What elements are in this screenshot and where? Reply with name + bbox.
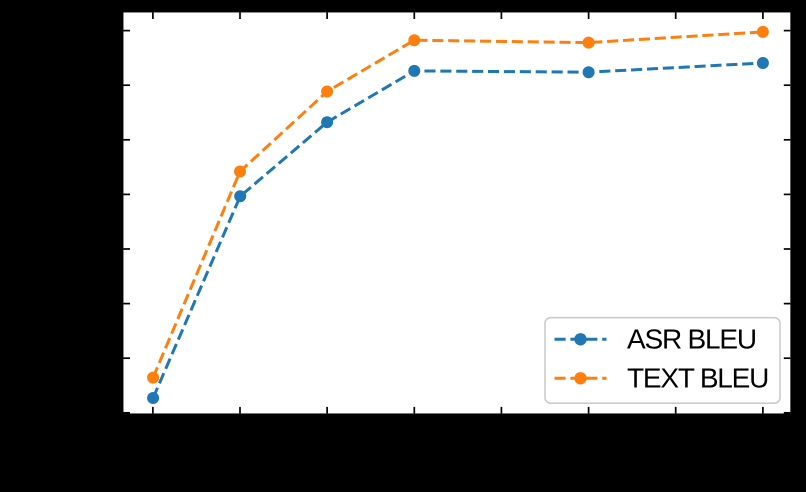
svg-text:TEXT BLEU: TEXT BLEU <box>627 363 768 394</box>
svg-text:ASR BLEU: ASR BLEU <box>627 324 756 355</box>
